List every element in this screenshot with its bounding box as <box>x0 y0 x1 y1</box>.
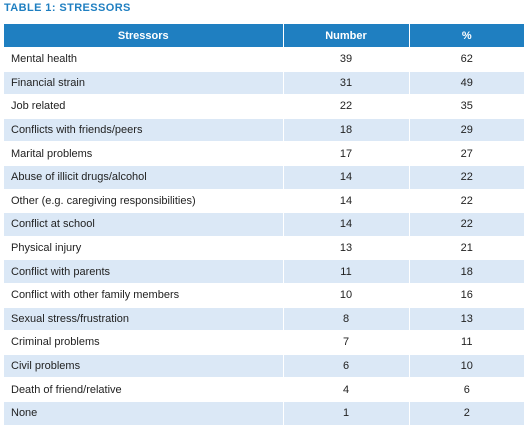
cell-number: 13 <box>283 235 410 260</box>
cell-stressor: Death of friend/relative <box>4 377 284 402</box>
table-row: Mental health 39 62 <box>4 47 524 72</box>
cell-percent: 13 <box>409 306 524 331</box>
cell-percent: 35 <box>409 94 524 119</box>
cell-stressor: Physical injury <box>4 235 284 260</box>
cell-stressor: Civil problems <box>4 353 284 378</box>
cell-number: 1 <box>283 400 410 425</box>
cell-stressor: Sexual stress/frustration <box>4 306 284 331</box>
cell-stressor: Marital problems <box>4 141 284 166</box>
cell-percent: 22 <box>409 164 524 190</box>
cell-number: 14 <box>283 164 410 190</box>
cell-number: 17 <box>283 141 410 166</box>
cell-stressor: Job related <box>4 94 284 119</box>
cell-number: 14 <box>283 188 410 213</box>
cell-number: 6 <box>283 353 410 378</box>
cell-number: 7 <box>283 330 410 355</box>
cell-stressor: Conflict at school <box>4 212 284 237</box>
cell-percent: 22 <box>409 188 524 213</box>
cell-number: 4 <box>283 377 410 402</box>
cell-percent: 22 <box>409 212 524 237</box>
table-row: Conflict with parents 11 18 <box>4 259 524 284</box>
cell-percent: 21 <box>409 235 524 260</box>
cell-percent: 62 <box>409 47 524 72</box>
cell-percent: 2 <box>409 400 524 425</box>
table-row: Other (e.g. caregiving responsibilities)… <box>4 188 524 213</box>
cell-stressor: Financial strain <box>4 70 284 95</box>
cell-number: 39 <box>283 47 410 72</box>
table-row: Abuse of illicit drugs/alcohol 14 22 <box>4 164 524 190</box>
cell-percent: 18 <box>409 259 524 284</box>
cell-percent: 10 <box>409 353 524 378</box>
cell-number: 11 <box>283 259 410 284</box>
cell-percent: 49 <box>409 70 524 95</box>
cell-number: 14 <box>283 212 410 237</box>
table-row: Criminal problems 7 11 <box>4 330 524 355</box>
cell-number: 31 <box>283 70 410 95</box>
cell-number: 8 <box>283 306 410 331</box>
table-row: Death of friend/relative 4 6 <box>4 377 524 402</box>
table-row: Conflict at school 14 22 <box>4 212 524 237</box>
table-body: Mental health 39 62 Financial strain 31 49 Job… <box>4 47 524 425</box>
table-row: Financial strain 31 49 <box>4 70 524 95</box>
cell-number: 10 <box>283 282 410 308</box>
table-row: None 1 2 <box>4 400 524 425</box>
table-row: Job related 22 35 <box>4 94 524 119</box>
table-row: Conflicts with friends/peers 18 29 <box>4 117 524 142</box>
cell-stressor: Other (e.g. caregiving responsibilities) <box>4 188 284 213</box>
cell-percent: 27 <box>409 141 524 166</box>
header-number: Number <box>283 24 410 48</box>
cell-stressor: Mental health <box>4 47 284 72</box>
cell-number: 22 <box>283 94 410 119</box>
cell-number: 18 <box>283 117 410 142</box>
cell-stressor: Abuse of illicit drugs/alcohol <box>4 164 284 190</box>
cell-stressor: Conflicts with friends/peers <box>4 117 284 142</box>
cell-percent: 29 <box>409 117 524 142</box>
cell-percent: 11 <box>409 330 524 355</box>
table-row: Physical injury 13 21 <box>4 235 524 260</box>
cell-stressor: Conflict with parents <box>4 259 284 284</box>
header-row: Stressors Number % <box>4 24 524 48</box>
cell-stressor: Criminal problems <box>4 330 284 355</box>
stressors-table: Stressors Number % Mental health 39 62 Fina… <box>4 24 524 425</box>
cell-stressor: Conflict with other family members <box>4 282 284 308</box>
cell-percent: 6 <box>409 377 524 402</box>
table-row: Sexual stress/frustration 8 13 <box>4 306 524 331</box>
cell-stressor: None <box>4 400 284 425</box>
table-caption: TABLE 1: STRESSORS <box>4 2 131 14</box>
table-row: Marital problems 17 27 <box>4 141 524 166</box>
cell-percent: 16 <box>409 282 524 308</box>
table-row: Conflict with other family members 10 16 <box>4 282 524 308</box>
header-stressors: Stressors <box>4 24 284 48</box>
header-percent: % <box>409 24 524 48</box>
table-row: Civil problems 6 10 <box>4 353 524 378</box>
